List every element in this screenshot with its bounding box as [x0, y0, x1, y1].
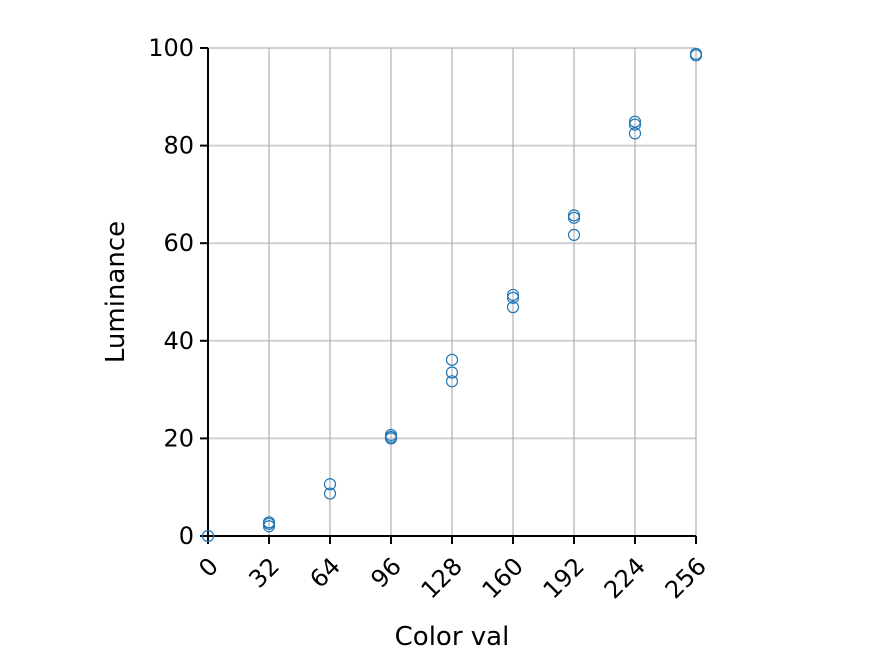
- data-points: [201, 47, 703, 543]
- data-point: [445, 366, 459, 379]
- x-tick-label: 32: [244, 552, 285, 593]
- x-tick-label: 256: [660, 552, 712, 604]
- y-tick-label: 100: [148, 34, 194, 62]
- data-point: [689, 47, 703, 60]
- data-point: [628, 115, 642, 128]
- x-tick-label: 160: [477, 552, 529, 604]
- x-axis-label: Color val: [395, 622, 510, 652]
- data-point: [323, 487, 337, 500]
- data-point: [628, 127, 642, 140]
- x-tick-label: 0: [193, 552, 224, 583]
- x-tick-label: 128: [416, 552, 468, 604]
- x-axis-ticks: 0 32 64 96 128 160 192 224 256: [193, 536, 712, 604]
- x-tick-label: 224: [599, 552, 651, 604]
- data-point: [262, 516, 276, 529]
- x-tick-label: 64: [305, 552, 346, 593]
- data-point: [506, 291, 520, 304]
- grid-lines: [207, 47, 697, 537]
- data-point: [567, 209, 581, 222]
- y-tick-label: 60: [163, 229, 194, 257]
- data-point: [445, 375, 459, 388]
- y-tick-label: 40: [163, 327, 194, 355]
- y-axis-label: Luminance: [101, 221, 131, 363]
- y-axis-ticks: 0 20 40 60 80 100: [148, 34, 208, 550]
- data-point: [506, 301, 520, 314]
- data-point: [201, 529, 215, 543]
- data-point: [445, 353, 459, 366]
- x-tick-label: 96: [366, 552, 407, 593]
- data-point: [506, 288, 520, 302]
- data-point: [323, 478, 337, 491]
- x-tick-label: 192: [538, 552, 590, 604]
- y-tick-label: 0: [179, 522, 194, 550]
- y-tick-label: 80: [163, 132, 194, 160]
- y-tick-label: 20: [163, 424, 194, 452]
- data-point: [628, 118, 642, 131]
- data-point: [567, 228, 581, 242]
- data-point: [384, 428, 398, 442]
